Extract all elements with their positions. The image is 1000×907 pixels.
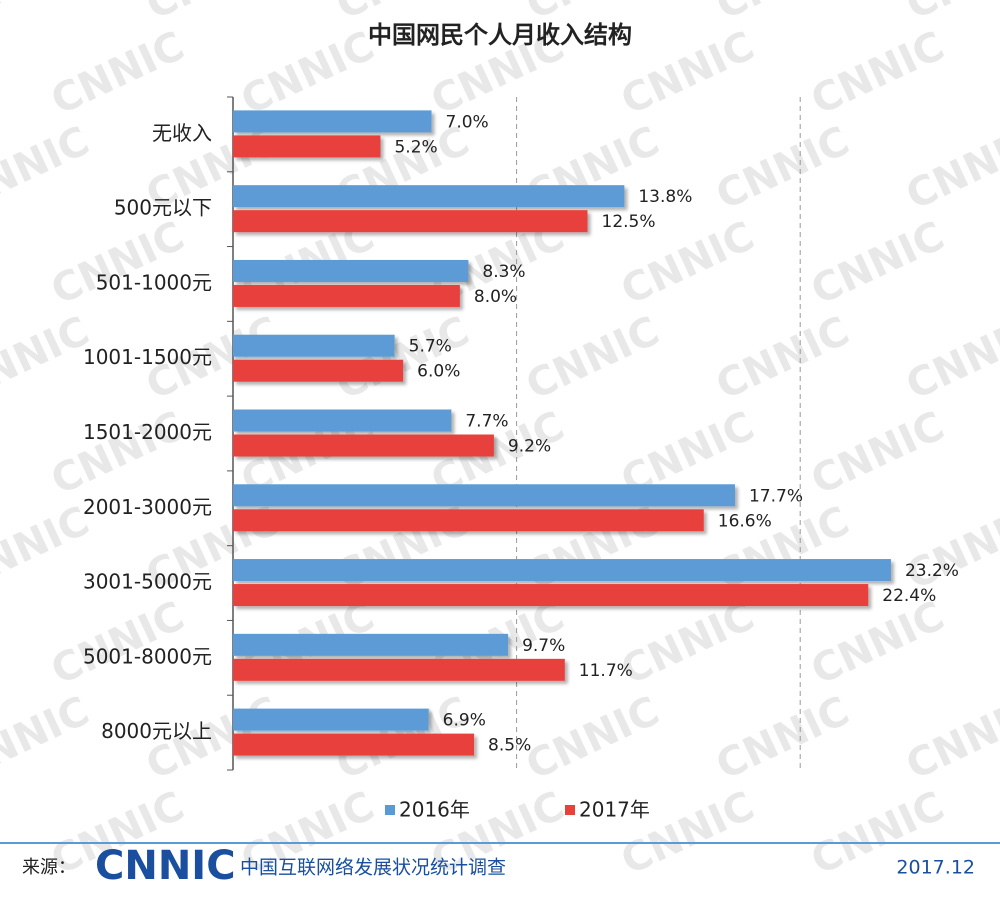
watermark: CNNIC <box>234 23 381 124</box>
watermark: CNNIC <box>804 213 951 314</box>
y-tick-label: 5001-8000元 <box>83 644 212 668</box>
watermark: CNNIC <box>709 118 856 219</box>
watermark: CNNIC <box>994 403 1000 504</box>
watermark: CNNIC <box>804 23 951 124</box>
value-label: 22.4% <box>882 586 936 606</box>
bar <box>233 210 588 233</box>
value-label: 13.8% <box>638 187 692 207</box>
value-label: 5.2% <box>394 137 437 157</box>
source-label: 来源： <box>22 857 76 878</box>
watermark: CNNIC <box>0 498 96 599</box>
y-tick-label: 1001-1500元 <box>83 345 212 369</box>
watermark: CNNIC <box>614 593 761 694</box>
value-label: 9.2% <box>508 437 551 457</box>
y-tick-label: 500元以下 <box>114 196 212 220</box>
y-tick-label: 501-1000元 <box>96 270 212 294</box>
bar <box>233 135 381 158</box>
y-tick-label: 3001-5000元 <box>83 570 212 594</box>
watermark: CNNIC <box>994 593 1000 694</box>
watermark: CNNIC <box>994 783 1000 884</box>
value-label: 16.6% <box>718 511 772 531</box>
value-label: 11.7% <box>579 661 633 681</box>
legend-label: 2017年 <box>579 798 650 822</box>
legend-label: 2016年 <box>399 798 470 822</box>
watermark: CNNIC <box>899 118 1000 219</box>
watermark: CNNIC <box>709 0 856 29</box>
watermark: CNNIC <box>899 688 1000 789</box>
watermark: CNNIC <box>709 308 856 409</box>
watermark: CNNIC <box>519 688 666 789</box>
logo: CNNIC <box>95 843 236 889</box>
value-label: 12.5% <box>602 212 656 232</box>
watermark: CNNIC <box>804 403 951 504</box>
bar <box>233 334 395 357</box>
value-label: 6.9% <box>443 711 486 731</box>
value-label: 8.5% <box>488 736 531 756</box>
bar <box>233 559 891 582</box>
watermark: CNNIC <box>804 593 951 694</box>
chart-title: 中国网民个人月收入结构 <box>368 21 632 49</box>
watermark: CNNIC <box>994 23 1000 124</box>
value-label: 8.3% <box>482 262 525 282</box>
bar <box>233 633 509 656</box>
watermark: CNNIC <box>0 308 96 409</box>
watermark: CNNIC <box>329 308 476 409</box>
value-label: 7.7% <box>465 412 508 432</box>
watermark: CNNIC <box>0 0 96 29</box>
bar <box>233 434 494 457</box>
date: 2017.12 <box>896 857 975 879</box>
bar <box>233 658 565 681</box>
watermark: CNNIC <box>44 23 191 124</box>
watermark: CNNIC <box>994 213 1000 314</box>
value-label: 5.7% <box>409 337 452 357</box>
bar <box>233 484 735 507</box>
value-label: 8.0% <box>474 287 517 307</box>
watermark: CNNIC <box>899 0 1000 29</box>
bar <box>233 259 469 282</box>
value-label: 9.7% <box>522 636 565 656</box>
bar <box>233 110 432 133</box>
bar <box>233 409 452 432</box>
watermark: CNNIC <box>0 688 96 789</box>
bar <box>233 733 475 756</box>
watermark: CNNIC <box>709 688 856 789</box>
bar <box>233 708 429 731</box>
bar <box>233 359 404 382</box>
plot: 无收入 7.0% 5.2% 500元以下 13.8% 12.5% 501-1000元 8.3%… <box>83 96 959 771</box>
bar <box>233 509 704 532</box>
value-label: 17.7% <box>749 486 803 506</box>
source: 中国互联网络发展状况统计调查 <box>240 857 506 879</box>
value-label: 6.0% <box>417 362 460 382</box>
y-tick-label: 1501-2000元 <box>83 420 212 444</box>
legend-swatch <box>385 805 395 815</box>
watermark: CNNIC <box>44 403 191 504</box>
bar <box>233 584 869 607</box>
y-tick-label: 无收入 <box>152 121 212 145</box>
watermark: CNNIC <box>614 23 761 124</box>
watermark: CNNIC <box>899 308 1000 409</box>
value-label: 23.2% <box>905 561 959 581</box>
value-label: 7.0% <box>446 112 489 132</box>
legend-swatch <box>565 805 575 815</box>
watermark: CNNIC <box>44 213 191 314</box>
y-tick-label: 2001-3000元 <box>83 495 212 519</box>
watermark: CNNIC <box>0 118 96 219</box>
bar <box>233 284 460 307</box>
y-tick-label: 8000元以上 <box>101 719 212 743</box>
watermark: CNNIC <box>899 498 1000 599</box>
watermark: CNNIC <box>139 0 286 29</box>
bar <box>233 185 625 208</box>
watermark: CNNIC <box>519 308 666 409</box>
